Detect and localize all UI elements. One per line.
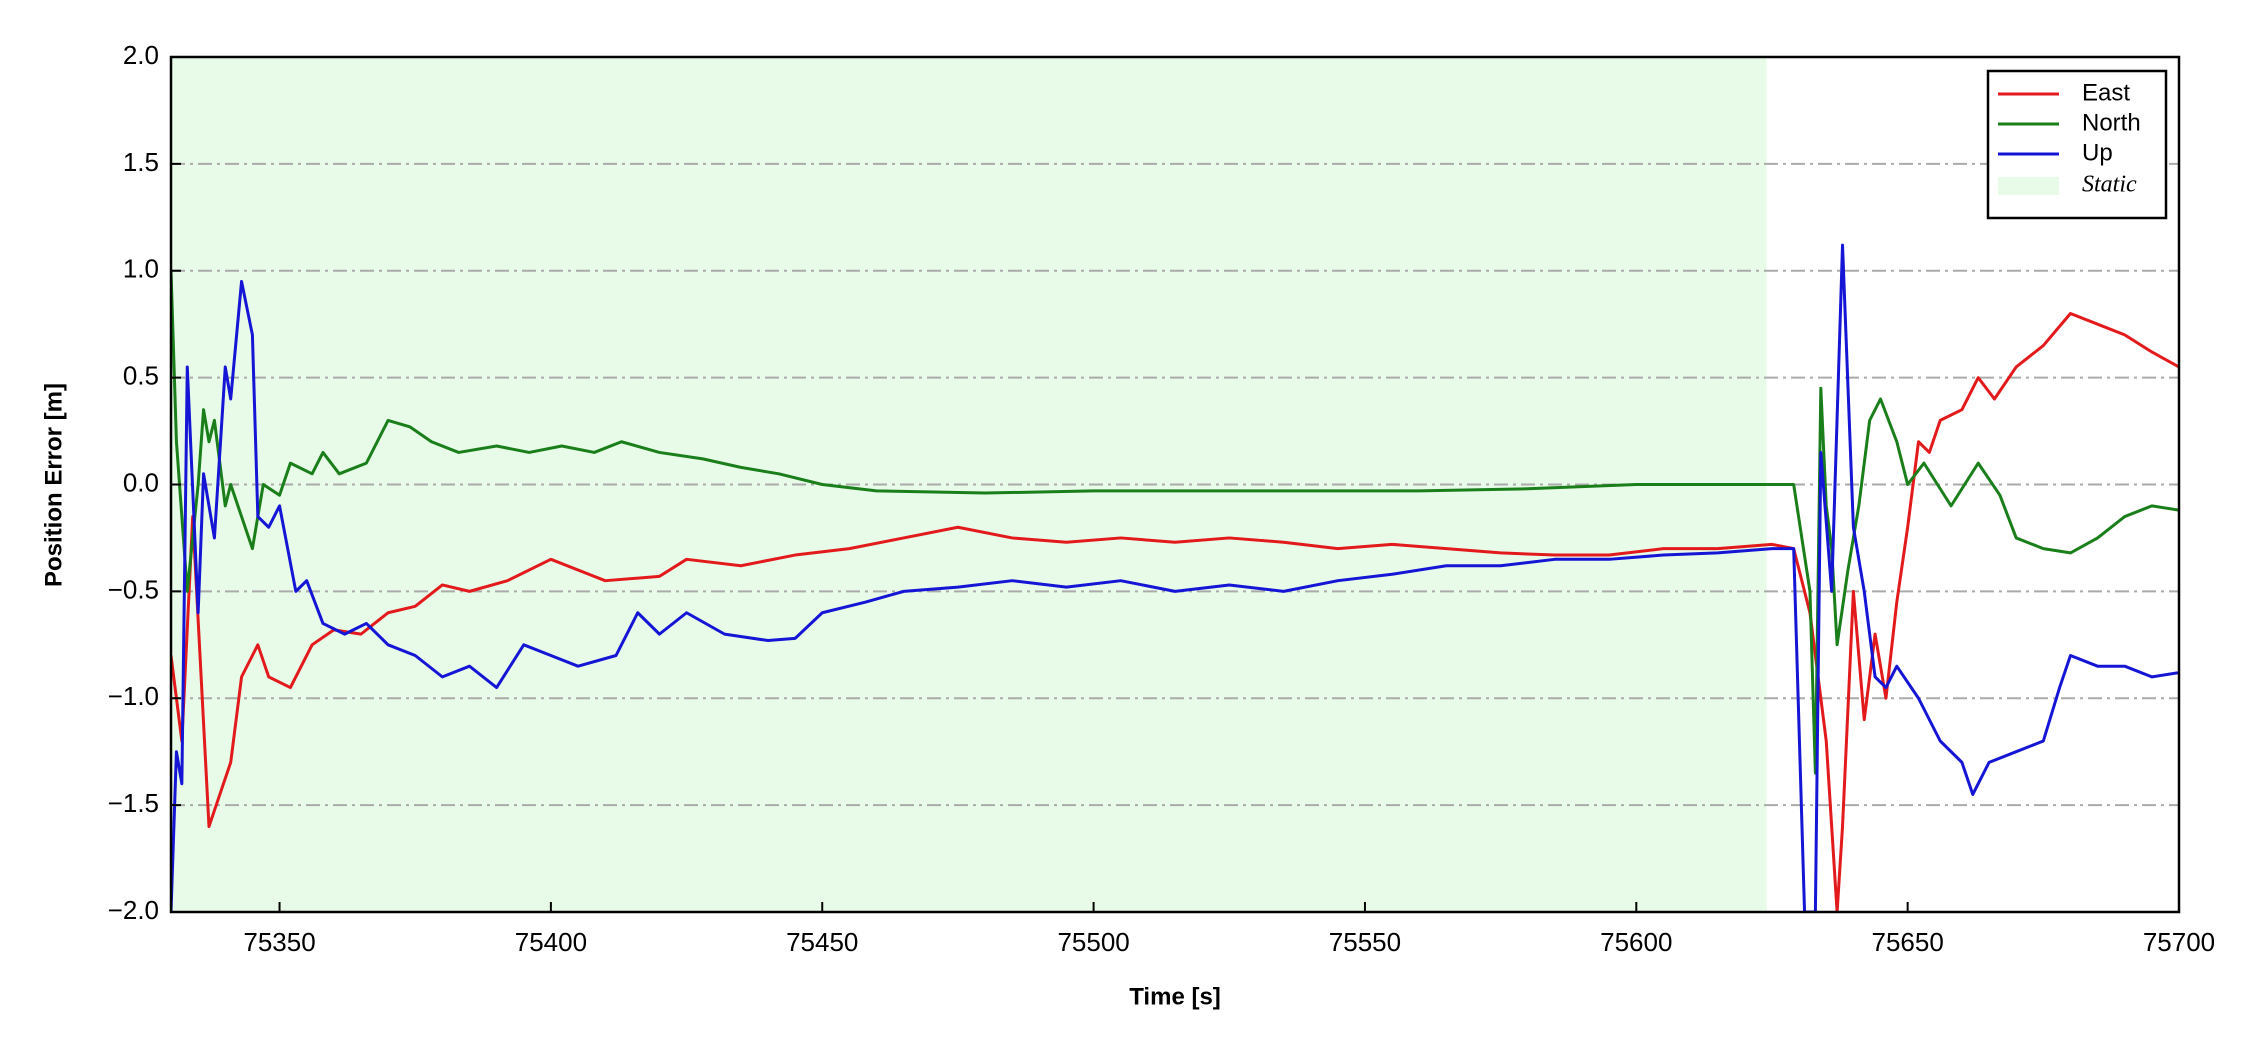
legend: East North Up Static bbox=[1986, 69, 2168, 220]
legend-label: Static bbox=[2082, 172, 2137, 198]
x-tick-label: 75400 bbox=[515, 927, 587, 957]
y-tick-label: 1.0 bbox=[123, 254, 159, 284]
x-axis-label: Time [s] bbox=[1129, 983, 1221, 1010]
x-tick-label: 75600 bbox=[1600, 927, 1672, 957]
y-tick-label: −1.0 bbox=[108, 681, 159, 711]
x-tick-label: 75550 bbox=[1329, 927, 1401, 957]
y-tick-label: 2.0 bbox=[123, 40, 159, 70]
y-tick-label: −2.0 bbox=[108, 895, 159, 925]
x-tick-label: 75350 bbox=[243, 927, 315, 957]
x-tick-label: 75500 bbox=[1057, 927, 1129, 957]
legend-label: Up bbox=[2082, 139, 2113, 166]
y-tick-label: 0.0 bbox=[123, 467, 159, 497]
series-line bbox=[171, 243, 2179, 912]
legend-swatch bbox=[1998, 177, 2059, 195]
x-tick-label: 75450 bbox=[786, 927, 858, 957]
y-tick-label: −0.5 bbox=[108, 574, 159, 604]
y-tick-label: 1.5 bbox=[123, 147, 159, 177]
series-line bbox=[171, 312, 2179, 912]
x-tick-label: 75650 bbox=[1871, 927, 1943, 957]
x-tick-label: 75700 bbox=[2143, 927, 2215, 957]
line-layer bbox=[171, 243, 2179, 912]
y-axis-label: Position Error [m] bbox=[40, 383, 67, 587]
y-tick-label: 0.5 bbox=[123, 361, 159, 391]
legend-label: East bbox=[2082, 79, 2130, 106]
y-tick-label: −1.5 bbox=[108, 788, 159, 818]
legend-label: North bbox=[2082, 109, 2141, 136]
